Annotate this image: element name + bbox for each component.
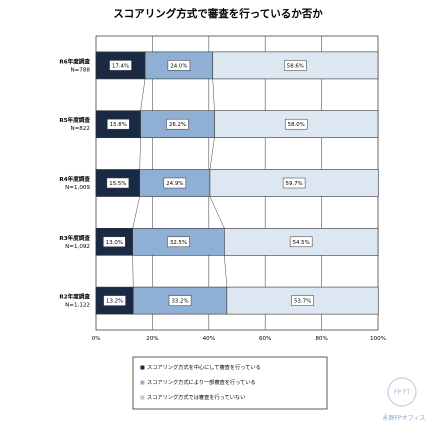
- data-label: 13.2%: [106, 299, 123, 305]
- legend-label: スコアリング方式により一部審査を行っている: [147, 378, 256, 386]
- data-label: 53.7%: [294, 299, 311, 305]
- data-label: 26.2%: [169, 122, 186, 128]
- legend-label: スコアリング方式を中心にして審査を行っている: [147, 363, 261, 371]
- series-connector: [224, 255, 228, 288]
- category-label: R3年度調査: [59, 234, 90, 242]
- category-n: N=1,122: [65, 303, 90, 309]
- bar-segment: [209, 169, 379, 197]
- category-label: R2年度調査: [59, 293, 90, 301]
- data-label: 24.0%: [170, 63, 187, 69]
- plot-area: 0% 20% 40% 60% 80% 100% 17.4% 24.0% 58.6% R6年度調査 N…: [59, 35, 386, 342]
- chart-title: スコアリング方式で審査を行っているか否か: [113, 7, 323, 20]
- fpft-logo-letters: FP FT: [394, 389, 410, 396]
- x-tick-label: 100%: [370, 336, 386, 342]
- data-label-box: [284, 60, 307, 71]
- data-label-box: [103, 295, 126, 306]
- legend-swatch: ■: [140, 365, 145, 371]
- data-label-box: [167, 236, 190, 248]
- x-tick-label: 80%: [315, 336, 327, 342]
- data-label-box: [106, 177, 130, 189]
- series-connector: [132, 196, 140, 229]
- data-label: 32.5%: [170, 240, 187, 246]
- legend: ■ スコアリング方式を中心にして審査を行っている■ スコアリング方式により一部審査を…: [132, 356, 328, 410]
- category-n: N=822: [70, 126, 90, 132]
- category-label: R5年度調査: [59, 116, 90, 124]
- legend-box: [132, 356, 328, 410]
- data-label-box: [289, 236, 313, 248]
- data-label: 58.6%: [287, 63, 304, 69]
- data-label: 54.5%: [293, 240, 310, 246]
- watermark: FP FT 永野FPオフィス: [383, 377, 426, 422]
- data-label-box: [284, 118, 308, 130]
- series-connector: [212, 78, 215, 111]
- data-label: 59.7%: [286, 181, 303, 187]
- series-connector: [139, 137, 141, 170]
- series-connector: [209, 196, 225, 229]
- data-label-box: [109, 60, 132, 71]
- data-label: 24.9%: [166, 181, 183, 187]
- data-label: 15.8%: [110, 122, 127, 128]
- data-label: 33.2%: [171, 299, 188, 305]
- data-label: 17.4%: [112, 63, 129, 69]
- fpft-logo: [387, 377, 417, 407]
- series-connector: [209, 137, 215, 170]
- data-label-box: [163, 177, 187, 189]
- series-connector: [132, 255, 134, 288]
- legend-swatch: ■: [140, 380, 145, 386]
- legend-label: スコアリング方式では審査を行っていない: [147, 393, 245, 401]
- data-label: 13.0%: [106, 240, 123, 246]
- x-tick-label: 0%: [92, 336, 101, 342]
- category-n: N=788: [70, 67, 90, 73]
- data-label-box: [282, 177, 306, 189]
- data-label-box: [107, 118, 130, 130]
- bar-segment: [95, 110, 141, 139]
- data-label-box: [168, 295, 192, 306]
- category-label: R4年度調査: [59, 175, 90, 183]
- data-label-box: [103, 236, 126, 248]
- data-label-box: [166, 118, 189, 130]
- data-label-box: [167, 60, 191, 71]
- data-label: 58.0%: [288, 122, 305, 128]
- x-tick-label: 40%: [203, 336, 215, 342]
- legend-swatch: ■: [140, 395, 145, 401]
- category-label: R6年度調査: [59, 57, 90, 65]
- series-connector: [140, 78, 146, 111]
- data-label: 15.5%: [109, 181, 126, 187]
- category-n: N=1,009: [65, 185, 90, 191]
- office-brand: 永野FPオフィス: [383, 414, 426, 422]
- data-label-box: [291, 295, 314, 306]
- x-tick-label: 60%: [259, 336, 271, 342]
- x-tick-label: 20%: [146, 336, 158, 342]
- category-n: N=1,092: [65, 244, 90, 250]
